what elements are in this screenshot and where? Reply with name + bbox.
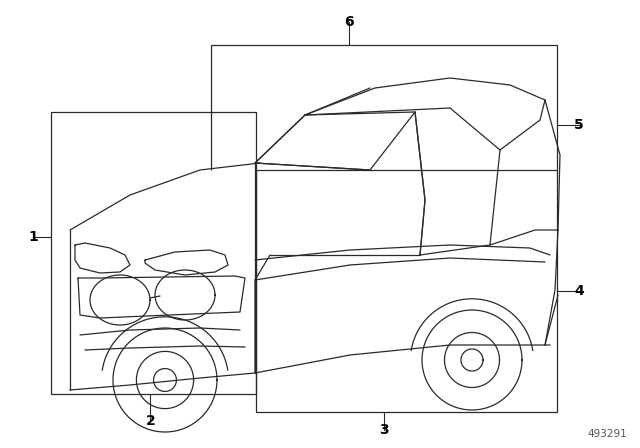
Text: 4: 4 xyxy=(574,284,584,298)
Text: 2: 2 xyxy=(145,414,156,428)
Text: 1: 1 xyxy=(28,230,38,245)
Text: 3: 3 xyxy=(379,423,389,437)
Text: 493291: 493291 xyxy=(588,429,627,439)
Text: 6: 6 xyxy=(344,15,354,30)
Text: 5: 5 xyxy=(574,118,584,133)
